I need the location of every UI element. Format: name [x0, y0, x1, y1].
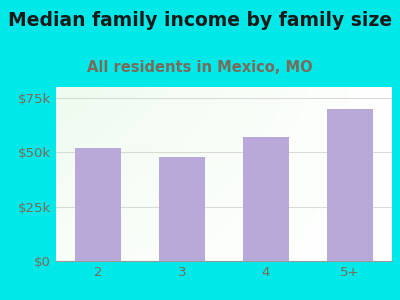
Text: Median family income by family size: Median family income by family size [8, 11, 392, 29]
Bar [159, 157, 205, 261]
Bar [327, 109, 373, 261]
Bar [75, 148, 121, 261]
Text: All residents in Mexico, MO: All residents in Mexico, MO [87, 60, 313, 75]
Bar [243, 137, 289, 261]
